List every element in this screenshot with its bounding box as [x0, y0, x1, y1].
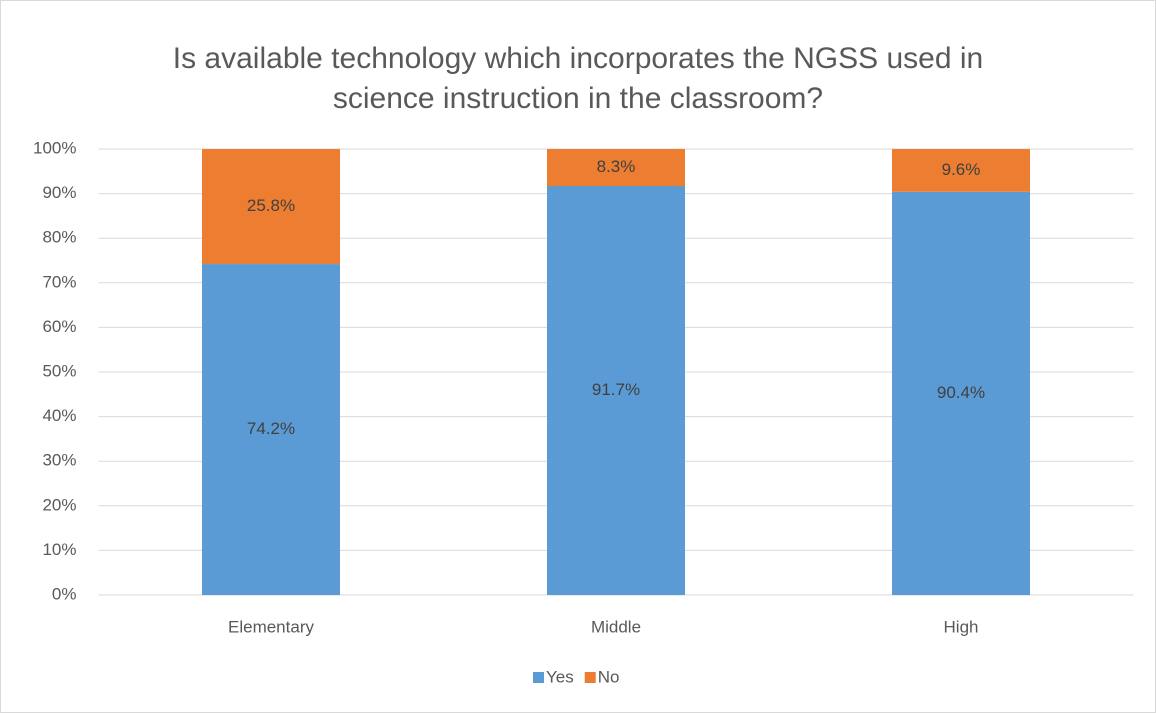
y-tick-label: 30%: [42, 451, 76, 470]
legend-label: Yes: [546, 667, 574, 686]
bar-segment: [547, 186, 685, 595]
data-label: 91.7%: [592, 380, 640, 399]
data-label: 8.3%: [597, 157, 636, 176]
y-tick-label: 50%: [42, 361, 76, 380]
y-tick-label: 0%: [52, 584, 77, 603]
bar-segment: [202, 264, 340, 595]
chart-title: science instruction in the classroom?: [333, 82, 823, 115]
y-tick-label: 10%: [42, 540, 76, 559]
legend-label: No: [598, 667, 620, 686]
y-tick-label: 40%: [42, 406, 76, 425]
legend-swatch: [584, 672, 596, 683]
chart-title: Is available technology which incorporat…: [173, 42, 983, 75]
y-tick-label: 70%: [42, 272, 76, 291]
y-tick-label: 20%: [42, 495, 76, 514]
y-tick-label: 60%: [42, 317, 76, 336]
bar-segment: [892, 149, 1030, 192]
bar-segment: [202, 149, 340, 265]
bar-segment: [892, 191, 1030, 596]
x-tick-label: Middle: [591, 617, 641, 636]
data-label: 9.6%: [942, 160, 981, 179]
data-label: 90.4%: [937, 383, 985, 402]
x-tick-label: High: [944, 617, 979, 636]
y-tick-label: 80%: [42, 228, 76, 247]
data-label: 74.2%: [247, 419, 295, 438]
y-tick-label: 90%: [42, 183, 76, 202]
legend-swatch: [533, 672, 544, 683]
data-label: 25.8%: [247, 196, 295, 215]
y-tick-label: 100%: [33, 138, 76, 157]
x-tick-label: Elementary: [228, 617, 314, 636]
bar-segment: [547, 149, 685, 187]
